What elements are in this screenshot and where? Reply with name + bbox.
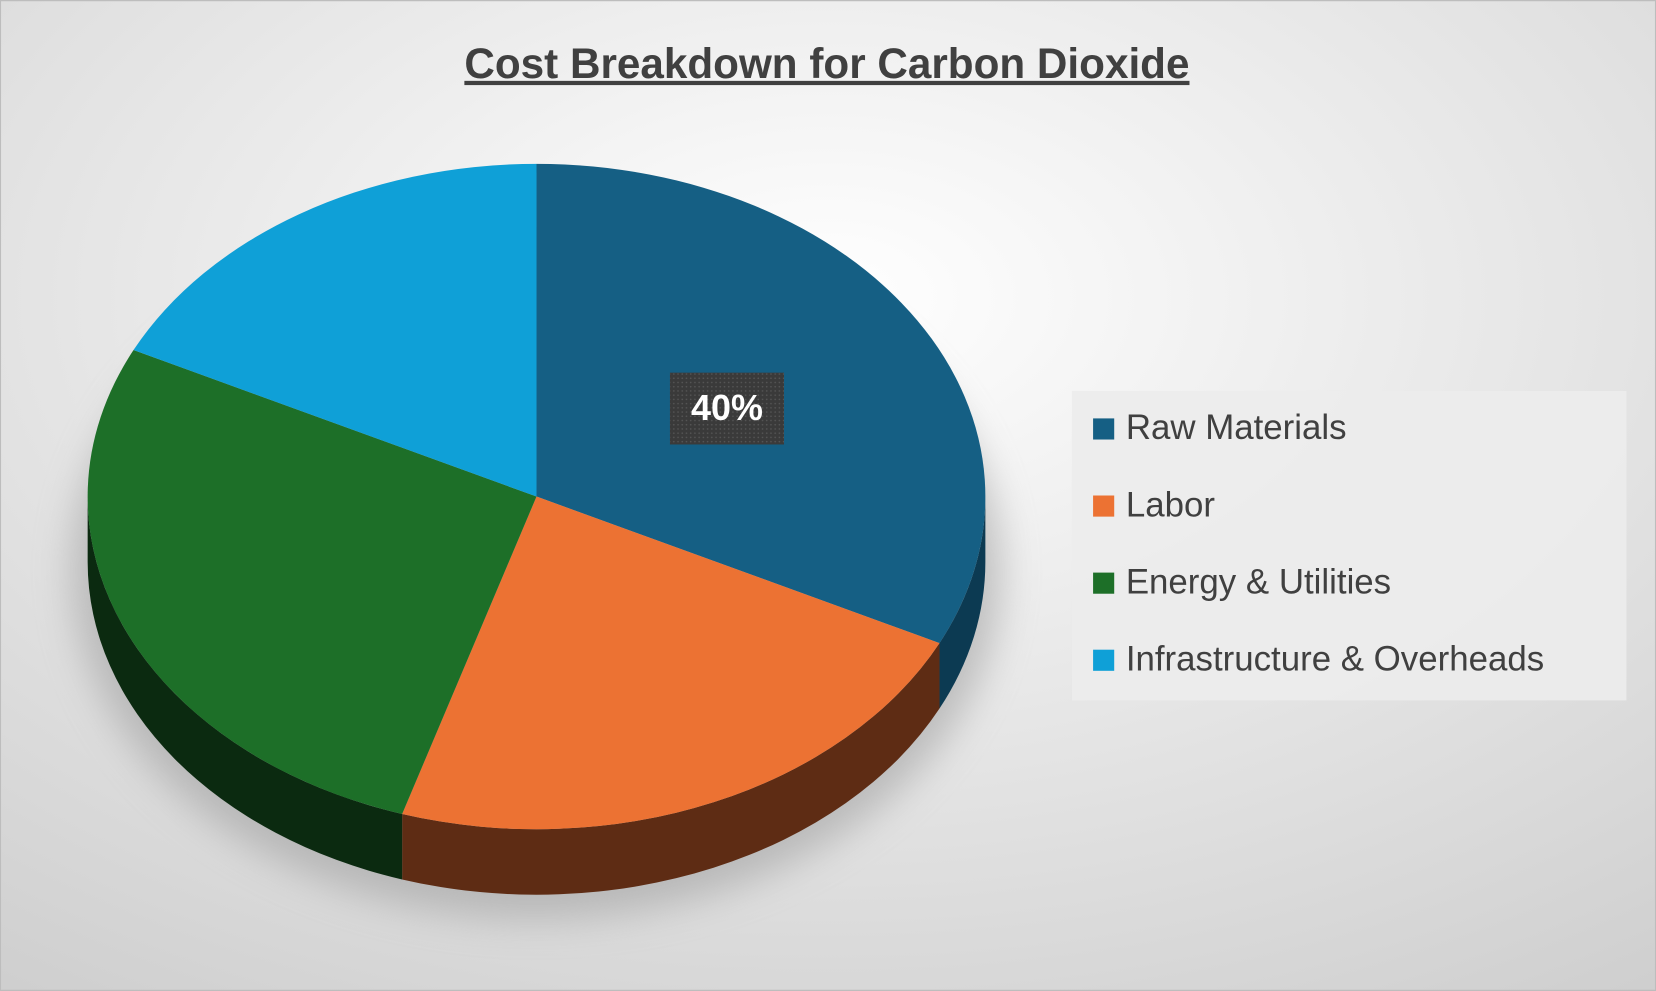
legend-swatch xyxy=(1093,572,1115,594)
legend-label: Infrastructure & Overheads xyxy=(1126,640,1544,679)
legend-swatch xyxy=(1093,495,1115,517)
slice-side xyxy=(87,496,403,880)
legend-swatch xyxy=(1093,649,1115,671)
legend-label: Labor xyxy=(1126,485,1216,524)
slice-side xyxy=(402,643,940,895)
pie-slice xyxy=(402,496,940,830)
slice-side xyxy=(939,496,986,709)
pie-slice xyxy=(87,350,537,814)
legend-label: Energy & Utilities xyxy=(1126,562,1391,601)
data-label: 40% xyxy=(691,388,763,428)
legend-label: Raw Materials xyxy=(1126,408,1347,447)
pie-slice xyxy=(133,163,537,497)
legend-box xyxy=(1071,390,1627,701)
legend-swatch xyxy=(1093,418,1115,440)
pie: 40% xyxy=(87,163,986,895)
legend: Raw Materials Labor Energy & Utilities Infr… xyxy=(1093,408,1544,679)
data-label-box xyxy=(669,372,784,445)
chart-title: Cost Breakdown for Carbon Dioxide xyxy=(464,40,1189,87)
